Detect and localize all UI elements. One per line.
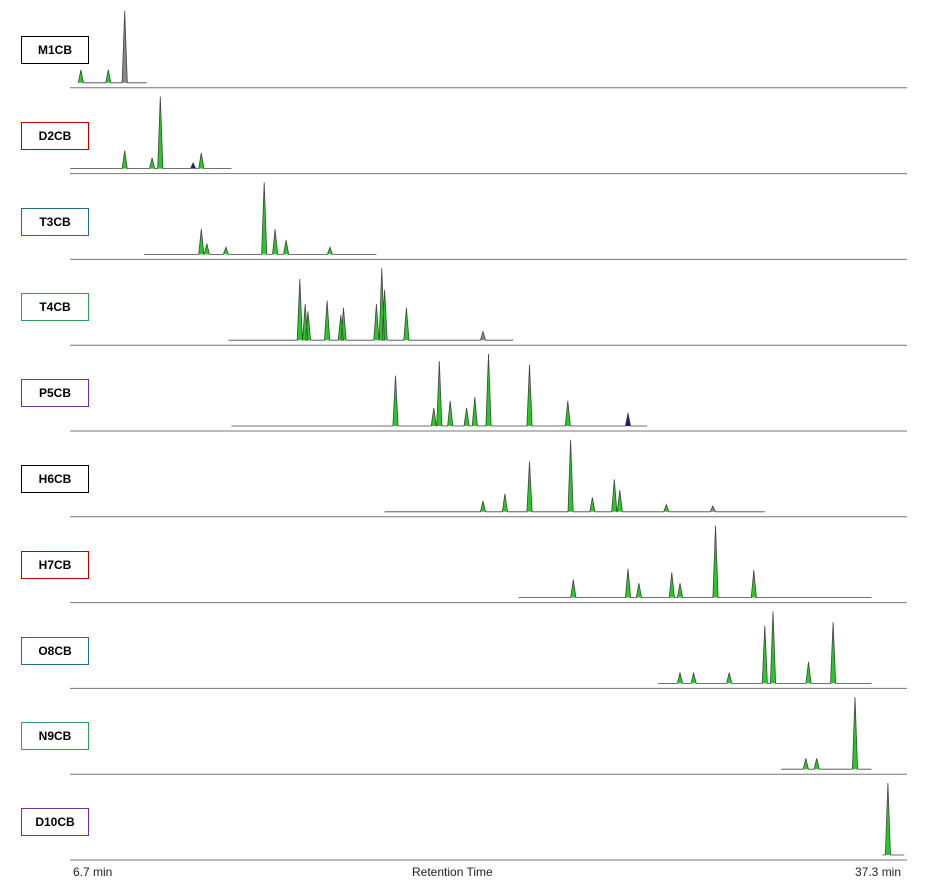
chromatogram-peak (157, 96, 163, 169)
chromatogram-peak (568, 439, 574, 512)
chromatogram-peak (830, 622, 836, 684)
chromatogram-peak (327, 247, 333, 255)
chromatogram-peak (710, 506, 716, 512)
chromatogram-peak (122, 10, 128, 83)
series-label-box: H7CB (21, 550, 89, 579)
chromatogram-peak (190, 162, 196, 169)
chromatogram-peak (480, 501, 486, 512)
chromatogram-peak (570, 579, 576, 598)
chromatogram-peak (305, 311, 311, 341)
chromatogram-peak (105, 69, 111, 83)
chromatogram-peak (204, 243, 210, 255)
series-label-box: O8CB (21, 636, 89, 665)
chromatogram-peak (663, 504, 669, 512)
chromatogram-peak (403, 307, 409, 341)
chromatogram-trace (70, 96, 232, 169)
series-label-box: D2CB (21, 121, 89, 150)
chromatogram-peak (447, 400, 453, 426)
chromatogram-trace (658, 611, 872, 684)
chromatogram-peak (472, 397, 478, 426)
chromatogram-peak (149, 157, 155, 169)
x-axis-title: Retention Time (412, 865, 493, 879)
chromatogram-trace (77, 10, 147, 84)
chromatogram-peak (198, 229, 204, 255)
chromatogram-peak (122, 150, 128, 169)
chromatogram-peak (636, 583, 642, 598)
series-label-box: P5CB (21, 379, 89, 408)
chromatogram-peak (751, 570, 757, 598)
series-label-box: M1CB (21, 36, 89, 64)
chromatogram-peak (803, 758, 809, 770)
chromatogram-peak (526, 461, 533, 512)
chromatogram-peak (283, 240, 289, 255)
chromatogram-trace (781, 697, 872, 770)
chromatogram-peak (691, 672, 697, 684)
chromatogram-peak (297, 279, 303, 341)
chromatogram-peak (712, 525, 719, 598)
chromatogram-peak (198, 152, 204, 169)
chromatogram-peak (392, 375, 399, 426)
chromatogram-trace (228, 268, 514, 341)
chromatogram-peak (382, 289, 388, 341)
chromatogram-peak (324, 300, 330, 341)
series-label-box: T3CB (21, 207, 89, 236)
chromatogram-peak (625, 568, 631, 598)
chromatogram-peak (805, 661, 812, 684)
chromatogram-peak (677, 672, 683, 684)
chromatogram-trace (231, 353, 648, 427)
chromatogram-trace (518, 525, 872, 598)
chromatogram-peak (617, 490, 623, 512)
series-label-box: H6CB (21, 465, 89, 493)
chromatogram-peak (852, 697, 858, 770)
chromatogram-peak (485, 354, 492, 426)
chromatogram-peak (431, 408, 437, 426)
chromatogram-peak (480, 331, 486, 341)
chromatogram-peak (464, 408, 470, 426)
chromatogram-peak (625, 413, 631, 426)
chromatogram-peak (436, 361, 442, 426)
chromatogram-peak (589, 497, 595, 512)
chromatogram-peak (885, 783, 891, 855)
chromatogram-peak (261, 182, 267, 255)
chromatogram-peak (770, 611, 776, 684)
chromatogram-peak (373, 304, 379, 341)
chromatogram-peak (78, 69, 84, 83)
chromatogram-peak (223, 247, 229, 255)
chromatogram-peak (669, 572, 675, 598)
chromatogram-peak (611, 479, 617, 512)
x-end-label: 37.3 min (855, 865, 902, 879)
x-start-label: 6.7 min (73, 865, 113, 879)
chromatogram-peak (814, 758, 820, 770)
chromatogram-peak (272, 229, 278, 255)
chromatogram-trace (143, 182, 377, 255)
series-label-box: T4CB (21, 293, 89, 322)
chromatogram-peak (762, 625, 768, 684)
chromatogram-peak (677, 583, 683, 598)
chromatogram-trace (384, 439, 765, 513)
chromatogram-trace (882, 782, 905, 856)
chromatogram-peak (526, 364, 533, 426)
chromatogram-peak (565, 400, 571, 426)
chromatogram-peak (726, 672, 732, 684)
series-label-box: D10CB (21, 808, 89, 837)
series-label-box: N9CB (21, 722, 89, 751)
chromatogram-peak (502, 493, 508, 512)
